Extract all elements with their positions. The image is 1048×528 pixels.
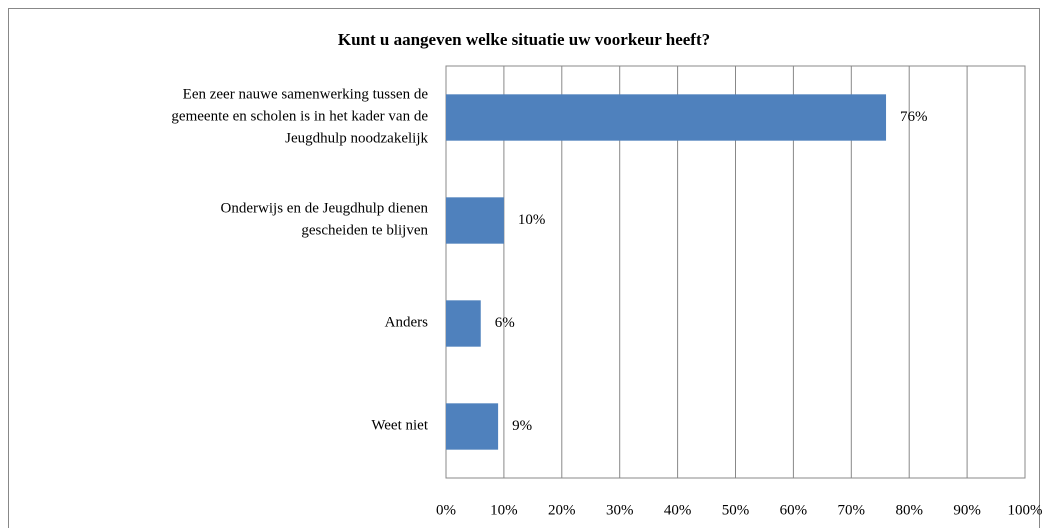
x-tick-label: 80%: [895, 502, 923, 518]
x-tick-label: 60%: [780, 502, 808, 518]
x-tick-label: 90%: [953, 502, 981, 518]
x-tick-label: 70%: [838, 502, 866, 518]
chart-title: Kunt u aangeven welke situatie uw voorke…: [338, 30, 710, 49]
data-label: 76%: [900, 109, 928, 125]
y-tick-label: Anders: [385, 315, 428, 331]
x-tick-label: 40%: [664, 502, 692, 518]
x-tick-label: 50%: [722, 502, 750, 518]
chart-frame: [8, 8, 1040, 528]
bar: [446, 403, 499, 450]
x-tick-label: 20%: [548, 502, 576, 518]
data-label: 10%: [518, 212, 546, 228]
x-tick-label: 30%: [606, 502, 634, 518]
y-tick-label: Weet niet: [371, 418, 429, 434]
bar: [446, 197, 504, 244]
x-tick-label: 10%: [490, 502, 518, 518]
data-label: 6%: [495, 315, 515, 331]
y-tick-label: Onderwijs en de Jeugdhulp dienen gescheid…: [221, 201, 429, 239]
x-tick-label: 0%: [436, 502, 456, 518]
bar: [446, 94, 887, 141]
y-tick-label: Een zeer nauwe samenwerking tussen de gem…: [171, 87, 428, 147]
bar: [446, 300, 481, 347]
data-label: 9%: [512, 418, 532, 434]
x-tick-label: 100%: [1008, 502, 1043, 518]
